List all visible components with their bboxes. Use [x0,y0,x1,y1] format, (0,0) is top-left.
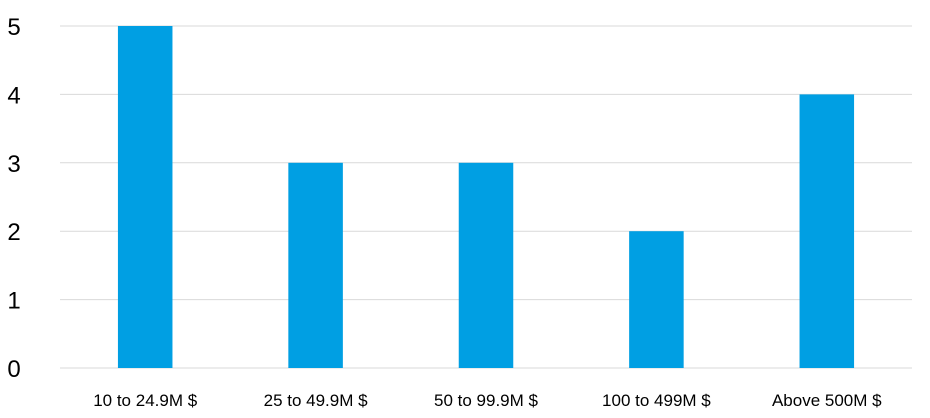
bars [117,26,855,369]
y-tick-label: 3 [7,151,20,178]
y-tick-label: 5 [7,14,20,41]
y-tick-label: 0 [7,356,20,383]
x-tick-label: Above 500M $ [772,391,882,410]
x-tick-label: 25 to 49.9M $ [264,391,369,410]
bar-4 [629,231,684,368]
y-tick-label: 2 [7,219,20,246]
y-tick-label: 1 [7,288,20,315]
x-tick-label: 100 to 499M $ [602,391,711,410]
y-tick-label: 4 [7,82,20,109]
bar-2 [288,162,343,368]
x-tick-label: 10 to 24.9M $ [93,391,198,410]
bar-1 [117,26,173,368]
y-axis-tick-labels: 0 1 2 3 4 5 [7,14,20,383]
x-axis-tick-labels: 10 to 24.9M $ 25 to 49.9M $ 50 to 99.9M $ 1… [93,391,882,410]
bar-5 [799,94,855,369]
x-tick-label: 50 to 99.9M $ [434,391,539,410]
bar-3 [458,162,514,368]
